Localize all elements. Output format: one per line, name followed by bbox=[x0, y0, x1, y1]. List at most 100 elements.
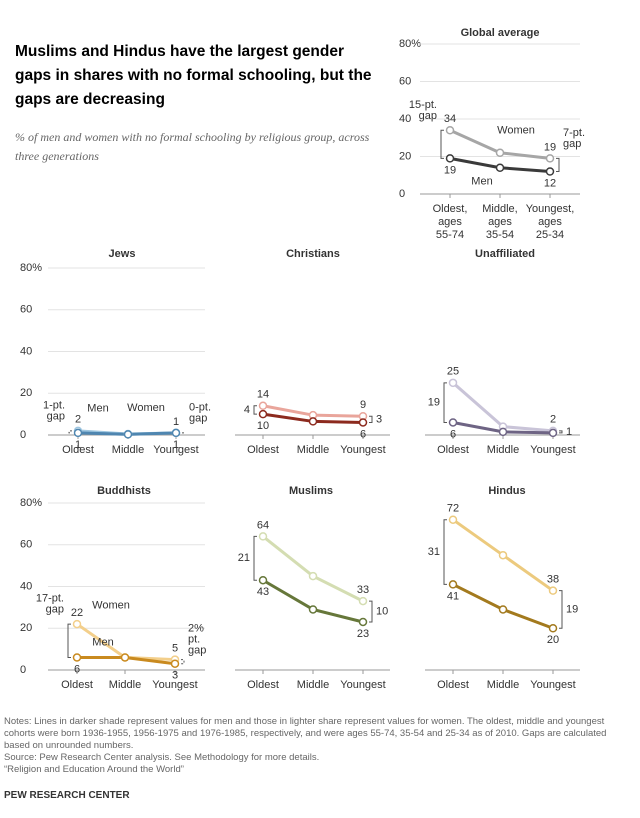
y-tick-label: 40 bbox=[20, 345, 32, 357]
y-tick-label: 0 bbox=[399, 188, 405, 200]
point bbox=[495, 148, 505, 157]
point bbox=[498, 427, 508, 437]
gap-bracket bbox=[369, 415, 373, 423]
y-tick-label: 80% bbox=[399, 38, 421, 50]
x-tick-label: Youngest, ages 25-34 bbox=[526, 203, 575, 241]
value-label: 43 bbox=[257, 586, 269, 598]
gap-label: 31 bbox=[428, 546, 440, 558]
y-tick-label: 0 bbox=[20, 664, 26, 676]
value-label: 19 bbox=[544, 141, 556, 153]
value-label: 19 bbox=[444, 164, 456, 176]
y-tick-label: 20 bbox=[20, 622, 32, 634]
point bbox=[258, 575, 268, 585]
x-tick-label: Middle bbox=[297, 679, 329, 691]
x-tick-label: Youngest bbox=[152, 679, 197, 691]
y-tick-label: 60 bbox=[20, 539, 32, 551]
value-label: 22 bbox=[71, 607, 83, 619]
x-tick-label: Middle bbox=[297, 444, 329, 456]
point bbox=[258, 532, 268, 541]
gap-bracket bbox=[253, 405, 257, 415]
value-label: 12 bbox=[544, 177, 556, 189]
x-tick-label: Middle bbox=[487, 679, 519, 691]
gap-label: 3 bbox=[376, 413, 382, 425]
gap-bracket bbox=[253, 535, 257, 581]
panel-title: Muslims bbox=[289, 485, 333, 497]
gap-bracket bbox=[559, 590, 563, 629]
y-tick-label: 40 bbox=[399, 113, 411, 125]
y-tick-label: 80% bbox=[20, 262, 42, 274]
gap-bracket bbox=[67, 623, 71, 658]
point bbox=[308, 417, 318, 426]
point bbox=[548, 586, 558, 595]
point bbox=[445, 126, 455, 135]
gap-label: 4 bbox=[244, 404, 250, 416]
point bbox=[545, 154, 555, 163]
value-label: 6 bbox=[360, 428, 366, 440]
panel-title: Hindus bbox=[488, 485, 525, 497]
series-name: Women bbox=[92, 599, 130, 611]
value-label: 20 bbox=[547, 634, 559, 646]
value-label: 1 bbox=[75, 439, 81, 451]
value-label: 5 bbox=[172, 642, 178, 654]
point bbox=[498, 605, 508, 614]
series-name: Men bbox=[92, 636, 113, 648]
value-label: 14 bbox=[257, 389, 269, 401]
gap-label: 19 bbox=[428, 397, 440, 409]
gap-label: 7-pt. gap bbox=[563, 127, 585, 150]
gap-label: 21 bbox=[238, 552, 250, 564]
x-tick-label: Oldest bbox=[247, 444, 279, 456]
gap-bracket bbox=[181, 659, 185, 665]
value-label: 23 bbox=[357, 628, 369, 640]
notes-block: Notes: Lines in darker shade represent v… bbox=[4, 716, 634, 776]
panel-title: Christians bbox=[286, 248, 340, 260]
gap-bracket bbox=[68, 430, 72, 434]
gap-label: 2% pt. gap bbox=[188, 622, 206, 656]
point bbox=[545, 167, 555, 176]
value-label: 33 bbox=[357, 584, 369, 596]
value-label: 2 bbox=[75, 414, 81, 426]
x-tick-label: Middle bbox=[109, 679, 141, 691]
x-tick-label: Oldest bbox=[62, 444, 94, 456]
series-name: Men bbox=[471, 176, 492, 188]
point bbox=[445, 154, 455, 163]
gap-label: 15-pt. gap bbox=[409, 99, 437, 122]
footer: PEW RESEARCH CENTER bbox=[4, 790, 130, 801]
report: “Religion and Education Around the World… bbox=[4, 764, 184, 775]
value-label: 2 bbox=[550, 414, 556, 426]
series-name: Women bbox=[497, 125, 535, 137]
value-label: 34 bbox=[444, 113, 456, 125]
x-tick-label: Oldest bbox=[437, 444, 469, 456]
point bbox=[308, 605, 318, 614]
gap-label: 10 bbox=[376, 605, 388, 617]
x-tick-label: Youngest bbox=[340, 444, 385, 456]
point bbox=[548, 624, 558, 633]
point bbox=[258, 401, 268, 411]
x-tick-label: Youngest bbox=[153, 444, 198, 456]
panel-title: Global average bbox=[461, 27, 540, 39]
gap-bracket bbox=[443, 382, 447, 423]
series-name: Women bbox=[127, 402, 165, 414]
point bbox=[448, 515, 458, 524]
notes: Notes: Lines in darker shade represent v… bbox=[4, 716, 607, 751]
gap-bracket bbox=[443, 519, 447, 585]
subtitle: % of men and women with no formal school… bbox=[15, 130, 370, 163]
x-tick-label: Youngest bbox=[530, 679, 575, 691]
panel-title: Unaffiliated bbox=[475, 248, 535, 260]
gap-label: 1-pt. gap bbox=[43, 399, 65, 422]
series-line bbox=[262, 535, 364, 603]
source: Source: Pew Research Center analysis. Se… bbox=[4, 752, 320, 763]
point bbox=[123, 430, 133, 439]
point bbox=[308, 571, 318, 581]
gap-label: 1 bbox=[566, 426, 572, 438]
value-label: 1 bbox=[173, 416, 179, 428]
point bbox=[358, 418, 368, 427]
gap-label: 19 bbox=[566, 603, 578, 615]
point bbox=[258, 409, 268, 419]
series-line bbox=[262, 578, 364, 624]
panel-title: Buddhists bbox=[97, 485, 151, 497]
y-tick-label: 60 bbox=[20, 304, 32, 316]
value-label: 38 bbox=[547, 574, 559, 586]
point bbox=[498, 550, 508, 560]
